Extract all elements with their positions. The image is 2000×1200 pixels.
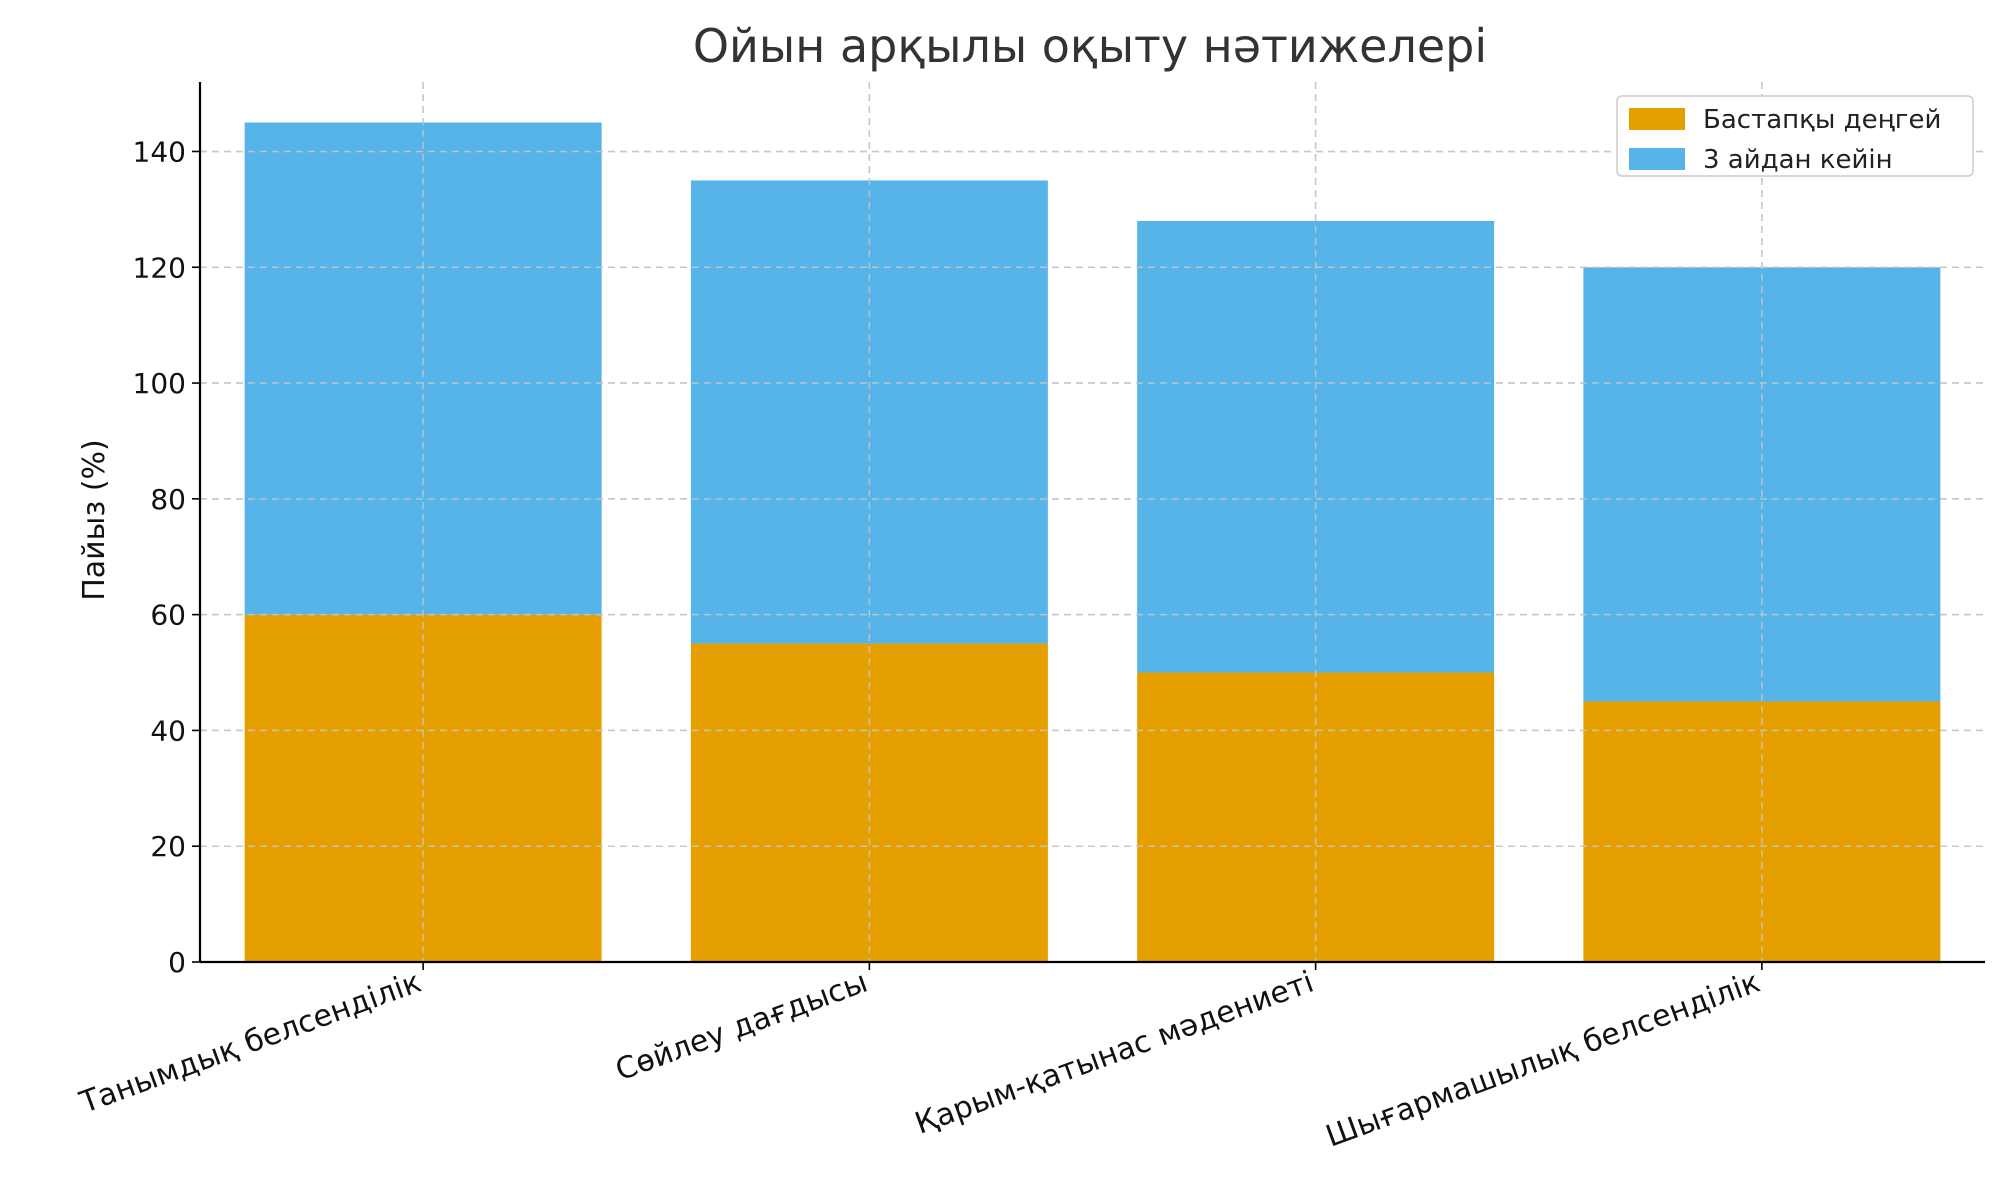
x-ticks: Танымдық белсенділік Сөйлеу дағдысы Қарым-… xyxy=(75,962,1765,1154)
bar-segment xyxy=(244,614,602,962)
chart-title: Ойын арқылы оқыту нәтижелері xyxy=(693,19,1487,73)
y-axis-label: Пайыз (%) xyxy=(77,439,112,601)
legend-label: Бастапқы деңгей xyxy=(1703,105,1941,135)
legend: Бастапқы деңгей 3 айдан кейін xyxy=(1616,95,1974,177)
legend-swatch xyxy=(1629,108,1685,130)
x-tick-label: Қарым-қатынас мәдениеті xyxy=(911,965,1319,1142)
axes xyxy=(198,82,1985,964)
y-tick-label: 20 xyxy=(150,830,186,863)
legend-label: 3 айдан кейін xyxy=(1703,145,1893,175)
x-tick-label: Сөйлеу дағдысы xyxy=(611,965,872,1089)
bars xyxy=(200,82,1985,962)
x-tick-label: Танымдық белсенділік xyxy=(75,965,426,1121)
y-ticks: 0 20 40 60 80 100 120 140 xyxy=(133,135,200,979)
y-tick-label: 60 xyxy=(150,599,186,632)
x-tick-label: Шығармашылық белсенділік xyxy=(1321,965,1764,1155)
y-tick-label: 40 xyxy=(150,714,186,747)
legend-swatch xyxy=(1629,148,1685,170)
y-tick-label: 0 xyxy=(168,946,186,979)
y-tick-label: 100 xyxy=(133,367,186,400)
legend-frame xyxy=(1616,95,1974,177)
y-tick-label: 120 xyxy=(133,251,186,284)
y-tick-label: 80 xyxy=(150,483,186,516)
grid-overlay xyxy=(200,82,1985,962)
y-tick-label: 140 xyxy=(133,135,186,168)
